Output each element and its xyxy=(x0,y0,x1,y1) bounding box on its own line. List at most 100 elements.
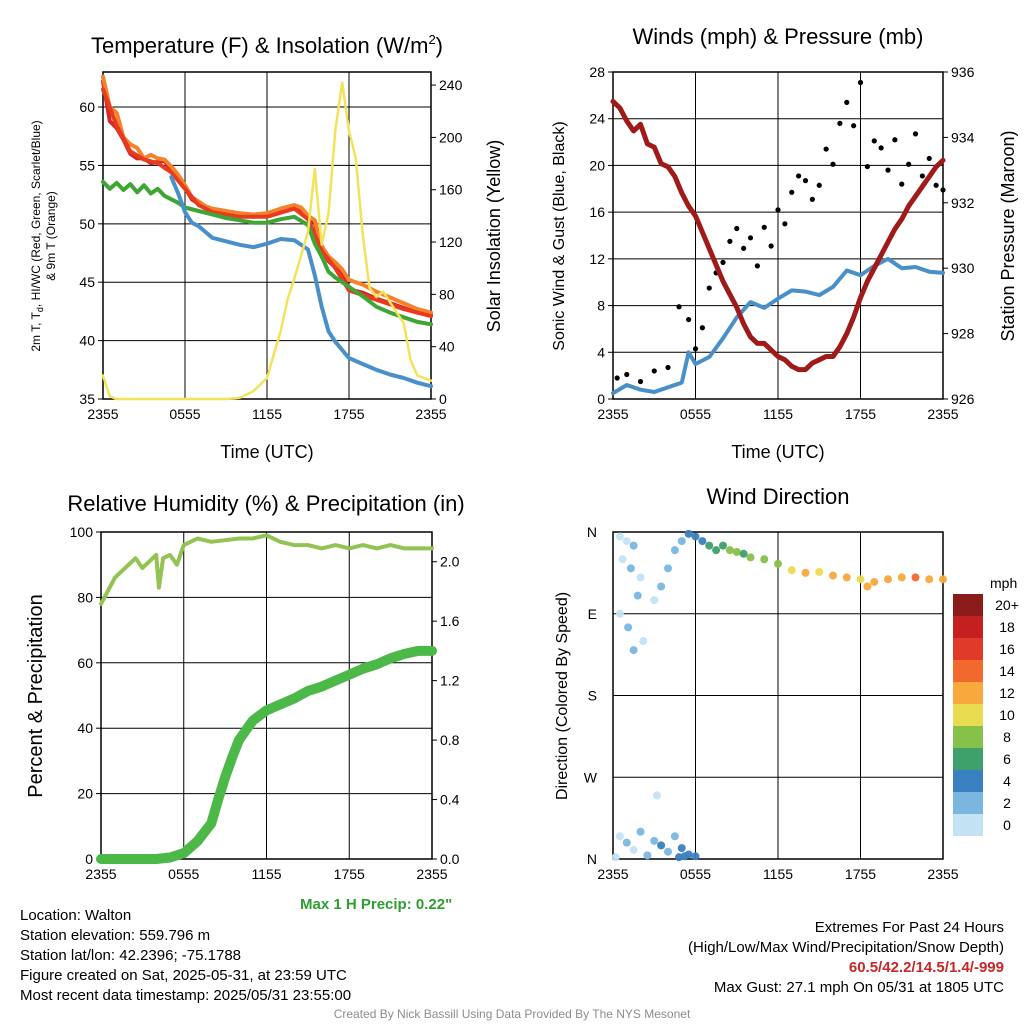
gust-point xyxy=(878,145,884,151)
temperature-xlabel: Time (UTC) xyxy=(220,442,313,462)
x-tick-label: 0555 xyxy=(169,406,200,422)
gust-point xyxy=(699,325,705,331)
y2-tick-label: 0.0 xyxy=(440,851,460,867)
temperature-panel: Temperature (F) & Insolation (W/m2) 2355… xyxy=(29,32,504,462)
gust-point xyxy=(871,138,877,144)
colorbar-label: 8 xyxy=(1003,729,1011,745)
y-tick-label: W xyxy=(584,769,598,785)
y2-tick-label: 936 xyxy=(951,64,975,80)
credit-line: Created By Nick Bassill Using Data Provi… xyxy=(333,1007,691,1021)
station-location: Location: Walton xyxy=(20,907,132,924)
gust-point xyxy=(637,378,644,385)
y-tick-label: 12 xyxy=(589,251,605,267)
relative_humidity-line xyxy=(99,533,434,606)
gust-point xyxy=(676,304,682,310)
direction-point xyxy=(611,853,620,862)
winds-panel: Winds (mph) & Pressure (mb) 2355 0555 1155… xyxy=(551,24,1018,462)
extremes-title: Extremes For Past 24 Hours xyxy=(814,919,1004,936)
figure-created: Figure created on Sat, 2025-05-31, at 23… xyxy=(20,967,347,984)
humidity-ticks: 2355 0555 1155 1755 23550204060801000.00.40.… xyxy=(70,524,460,882)
colorbar-title: mph xyxy=(990,575,1017,591)
x-tick-label: 1155 xyxy=(763,406,793,422)
direction-point xyxy=(719,541,727,550)
winds-title: Winds (mph) & Pressure (mb) xyxy=(633,24,924,49)
gust-point xyxy=(830,161,836,167)
direction-point xyxy=(725,546,734,555)
direction-point xyxy=(732,547,741,556)
gust-point xyxy=(761,224,767,230)
gust-point xyxy=(782,221,788,227)
y2-tick-label: 200 xyxy=(439,129,463,145)
direction-point xyxy=(615,832,624,841)
colorbar-swatch xyxy=(953,814,983,836)
gust-point xyxy=(912,131,919,137)
station-latlon: Station lat/lon: 42.2396; -75.1788 xyxy=(20,947,242,964)
x-tick-label: 1155 xyxy=(252,406,282,422)
y-tick-label: 55 xyxy=(79,157,95,173)
heat_index-line xyxy=(101,87,433,319)
y2-tick-label: 1.6 xyxy=(440,613,460,629)
y-tick-label: 60 xyxy=(77,655,93,671)
wind_chill-line xyxy=(169,175,433,389)
colorbar-label: 16 xyxy=(999,641,1015,657)
direction-grid xyxy=(613,532,943,859)
direction-point xyxy=(636,827,645,836)
gust-point xyxy=(899,181,905,187)
colorbar-swatch xyxy=(953,748,983,770)
gust-point xyxy=(665,364,671,371)
sonic_wind-line xyxy=(611,256,945,396)
direction-point xyxy=(863,582,872,591)
y2-tick-label: 0 xyxy=(439,391,447,407)
direction-point xyxy=(664,847,672,856)
direction-point xyxy=(629,646,638,655)
x-tick-label: 1155 xyxy=(251,866,281,882)
y2-tick-label: 930 xyxy=(951,260,975,276)
temperature-ylabel-left: 2m T, Td, HI/WC (Red, Green, Scarlet/Blu… xyxy=(29,120,45,351)
y-tick-label: 60 xyxy=(79,99,95,115)
winds-ticks: 2355 0555 1155 1755 235504812162024289269289… xyxy=(589,64,974,422)
colorbar-label: 4 xyxy=(1003,773,1011,789)
gust-point xyxy=(940,187,946,193)
temperature-series xyxy=(101,74,433,401)
y-tick-label: 16 xyxy=(589,204,605,220)
colorbar-swatch xyxy=(953,638,983,660)
gust-point xyxy=(734,225,740,232)
y-tick-label: 0 xyxy=(85,851,93,867)
y2-tick-label: 926 xyxy=(951,391,975,407)
direction-panel: Wind Direction 2355 0555 1155 1755 2355NWSEN… xyxy=(554,484,1019,882)
colorbar-label: 2 xyxy=(1003,795,1011,811)
extremes-values: 60.5/42.2/14.5/1.4/-999 xyxy=(848,959,1004,976)
x-tick-label: 2355 xyxy=(597,866,628,882)
direction-point xyxy=(629,541,638,550)
gust-point xyxy=(789,189,795,195)
direction-point xyxy=(664,564,672,573)
gust-point xyxy=(906,161,912,167)
direction-point xyxy=(622,537,631,546)
direction-point xyxy=(670,832,679,841)
y-tick-label: S xyxy=(588,688,597,704)
humidity-grid xyxy=(101,532,432,859)
direction-point xyxy=(624,623,633,632)
temperature-grid xyxy=(103,72,431,399)
speed-colorbar: 20+ 18 16 14 12 10 8 6 4 2 0 xyxy=(953,594,1019,836)
y-tick-label: 80 xyxy=(77,589,93,605)
direction-point xyxy=(884,575,892,584)
x-tick-label: 2355 xyxy=(85,866,116,882)
direction-point xyxy=(870,577,879,586)
gust-point xyxy=(864,163,870,170)
direction-point xyxy=(842,573,851,582)
direction-point xyxy=(639,637,648,645)
gust-point xyxy=(857,79,864,86)
direction-point xyxy=(615,532,624,541)
precipitation-line xyxy=(96,645,437,864)
direction-point xyxy=(774,559,782,568)
direction-point xyxy=(691,852,700,861)
direction-point xyxy=(856,575,865,584)
colorbar-swatch xyxy=(953,770,983,792)
colorbar-label: 6 xyxy=(1003,751,1011,767)
colorbar-swatch xyxy=(953,704,983,726)
x-tick-label: 1155 xyxy=(763,866,793,882)
y-tick-label: 4 xyxy=(597,344,605,360)
direction-point xyxy=(939,575,947,584)
y2-tick-label: 160 xyxy=(439,182,463,198)
